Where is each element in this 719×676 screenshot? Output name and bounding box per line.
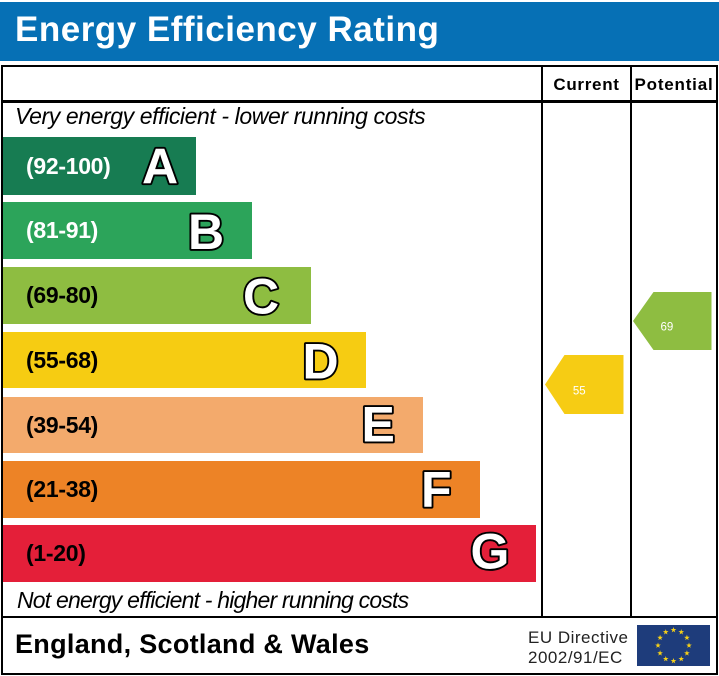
svg-text:55: 55 — [573, 386, 586, 398]
svg-text:69: 69 — [661, 321, 674, 333]
svg-text:A: A — [142, 138, 178, 194]
svg-text:F: F — [421, 461, 452, 517]
svg-text:E: E — [362, 396, 395, 452]
svg-text:G: G — [471, 524, 510, 580]
svg-text:B: B — [188, 204, 224, 260]
svg-text:D: D — [303, 333, 339, 389]
svg-text:C: C — [243, 268, 279, 324]
